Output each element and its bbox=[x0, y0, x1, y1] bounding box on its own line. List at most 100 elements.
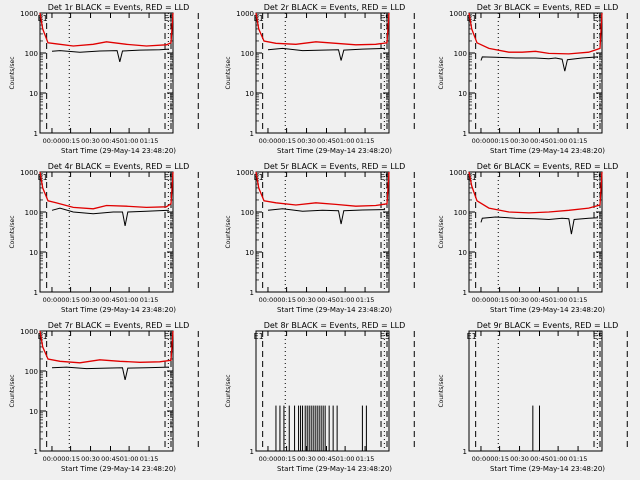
x-tick-label: 01:00 bbox=[120, 137, 139, 145]
plot-frame bbox=[255, 330, 390, 452]
marker-label: E5 bbox=[164, 332, 174, 341]
x-tick-label: 00:45 bbox=[530, 455, 549, 463]
x-tick-label: 01:00 bbox=[336, 455, 355, 463]
marker-label: E5 bbox=[380, 332, 390, 341]
y-axis-label: Counts/sec bbox=[9, 374, 16, 407]
chart-title: Det 3r BLACK = Events, RED = LLD bbox=[477, 3, 619, 12]
marker-label: E5 bbox=[593, 173, 603, 182]
x-tick-label: 00:45 bbox=[530, 137, 549, 145]
y-tick-label: 10 bbox=[245, 249, 254, 257]
x-tick-label: 00:30 bbox=[297, 296, 316, 304]
series-lld bbox=[255, 12, 390, 46]
marker-label: E1 bbox=[254, 332, 264, 341]
y-tick-label: 1 bbox=[250, 130, 254, 138]
x-tick-label: 00:45 bbox=[317, 455, 336, 463]
marker-label: E1 bbox=[38, 14, 48, 23]
x-tick-label: 00:30 bbox=[510, 137, 529, 145]
y-tick-label: 1 bbox=[34, 130, 38, 138]
x-axis-label: Start Time (29-May-14 23:48:20) bbox=[277, 306, 392, 314]
chart-title: Det 2r BLACK = Events, RED = LLD bbox=[264, 3, 406, 12]
y-tick-label: 1 bbox=[463, 448, 467, 456]
x-tick-label: 01:00 bbox=[120, 296, 139, 304]
marker-label: E1 bbox=[38, 173, 48, 182]
x-tick-label: 01:00 bbox=[549, 455, 568, 463]
x-axis-label: Start Time (29-May-14 23:48:20) bbox=[490, 465, 605, 473]
chart-title: Det 7r BLACK = Events, RED = LLD bbox=[48, 321, 190, 330]
y-tick-label: 10 bbox=[245, 90, 254, 98]
marker-label: E5 bbox=[164, 173, 174, 182]
x-tick-label: 00:45 bbox=[101, 455, 120, 463]
x-tick-label: 01:00 bbox=[336, 296, 355, 304]
y-tick-label: 10 bbox=[29, 408, 38, 416]
x-tick-label: 01:00 bbox=[336, 137, 355, 145]
y-tick-label: 1 bbox=[250, 448, 254, 456]
y-tick-label: 100 bbox=[25, 50, 38, 58]
chart-title: Det 4r BLACK = Events, RED = LLD bbox=[48, 162, 190, 171]
marker-label: E1 bbox=[467, 173, 477, 182]
y-axis-label: Counts/sec bbox=[9, 56, 16, 89]
y-tick-label: 100 bbox=[241, 50, 254, 58]
x-tick-label: 01:15 bbox=[569, 296, 588, 304]
x-tick-label: 00:15 bbox=[490, 296, 509, 304]
marker-label: E1 bbox=[467, 14, 477, 23]
series-events bbox=[480, 56, 599, 72]
panel-det-3: Det 3r BLACK = Events, RED = LLD Counts/s… bbox=[438, 3, 628, 155]
y-tick-label: 100 bbox=[241, 209, 254, 217]
series-events bbox=[51, 366, 170, 381]
y-tick-label: 1000 bbox=[20, 328, 38, 336]
panel-det-4: Det 4r BLACK = Events, RED = LLD Counts/s… bbox=[9, 162, 199, 314]
y-tick-label: 100 bbox=[25, 368, 38, 376]
x-tick-label: 00:00 bbox=[472, 137, 491, 145]
series-lld bbox=[39, 330, 174, 364]
plot-frame bbox=[39, 330, 174, 452]
x-axis-label: Start Time (29-May-14 23:48:20) bbox=[490, 147, 605, 155]
x-tick-label: 00:15 bbox=[490, 137, 509, 145]
series-events bbox=[51, 48, 170, 63]
y-tick-label: 1 bbox=[463, 130, 467, 138]
plot-frame bbox=[468, 12, 603, 134]
marker-label: E1 bbox=[254, 173, 264, 182]
x-tick-label: 00:15 bbox=[490, 455, 509, 463]
x-tick-label: 00:15 bbox=[61, 455, 80, 463]
x-tick-label: 00:15 bbox=[277, 137, 296, 145]
y-tick-label: 1000 bbox=[236, 169, 254, 177]
series-lld bbox=[468, 171, 603, 214]
chart-title: Det 5r BLACK = Events, RED = LLD bbox=[264, 162, 406, 171]
plot-frame bbox=[39, 171, 174, 293]
panel-det-1: Det 1r BLACK = Events, RED = LLD Counts/s… bbox=[9, 3, 199, 155]
x-axis-label: Start Time (29-May-14 23:48:20) bbox=[61, 306, 176, 314]
y-tick-label: 1000 bbox=[449, 10, 467, 18]
y-tick-label: 1 bbox=[463, 289, 467, 297]
chart-title: Det 6r BLACK = Events, RED = LLD bbox=[477, 162, 619, 171]
x-tick-label: 00:30 bbox=[297, 455, 316, 463]
x-tick-label: 00:30 bbox=[297, 137, 316, 145]
panel-det-7: Det 7r BLACK = Events, RED = LLD Counts/s… bbox=[9, 321, 199, 473]
marker-label: E1 bbox=[467, 332, 477, 341]
chart-title: Det 8r BLACK = Events, RED = LLD bbox=[264, 321, 406, 330]
y-tick-label: 1 bbox=[34, 448, 38, 456]
x-tick-label: 00:00 bbox=[472, 296, 491, 304]
chart-title: Det 9r BLACK = Events, RED = LLD bbox=[477, 321, 619, 330]
x-tick-label: 01:15 bbox=[356, 137, 375, 145]
marker-label: E1 bbox=[254, 14, 264, 23]
y-axis-label: Counts/sec bbox=[438, 56, 445, 89]
marker-label: E5 bbox=[593, 14, 603, 23]
panel-det-5: Det 5r BLACK = Events, RED = LLD Counts/s… bbox=[225, 162, 415, 314]
x-tick-label: 01:00 bbox=[549, 296, 568, 304]
x-tick-label: 01:15 bbox=[140, 455, 159, 463]
x-tick-label: 00:15 bbox=[61, 137, 80, 145]
y-tick-label: 1000 bbox=[20, 169, 38, 177]
plot-frame bbox=[39, 12, 174, 134]
x-tick-label: 00:00 bbox=[43, 455, 62, 463]
panel-det-9: Det 9r BLACK = Events, RED = LLD Counts/s… bbox=[438, 321, 628, 473]
x-tick-label: 00:00 bbox=[259, 455, 278, 463]
x-tick-label: 00:30 bbox=[81, 137, 100, 145]
y-tick-label: 100 bbox=[454, 209, 467, 217]
x-tick-label: 00:00 bbox=[259, 137, 278, 145]
y-axis-label: Counts/sec bbox=[9, 215, 16, 248]
marker-label: E1 bbox=[38, 332, 48, 341]
series-lld bbox=[39, 12, 174, 47]
panel-det-2: Det 2r BLACK = Events, RED = LLD Counts/s… bbox=[225, 3, 415, 155]
y-axis-label: Counts/sec bbox=[225, 215, 232, 248]
